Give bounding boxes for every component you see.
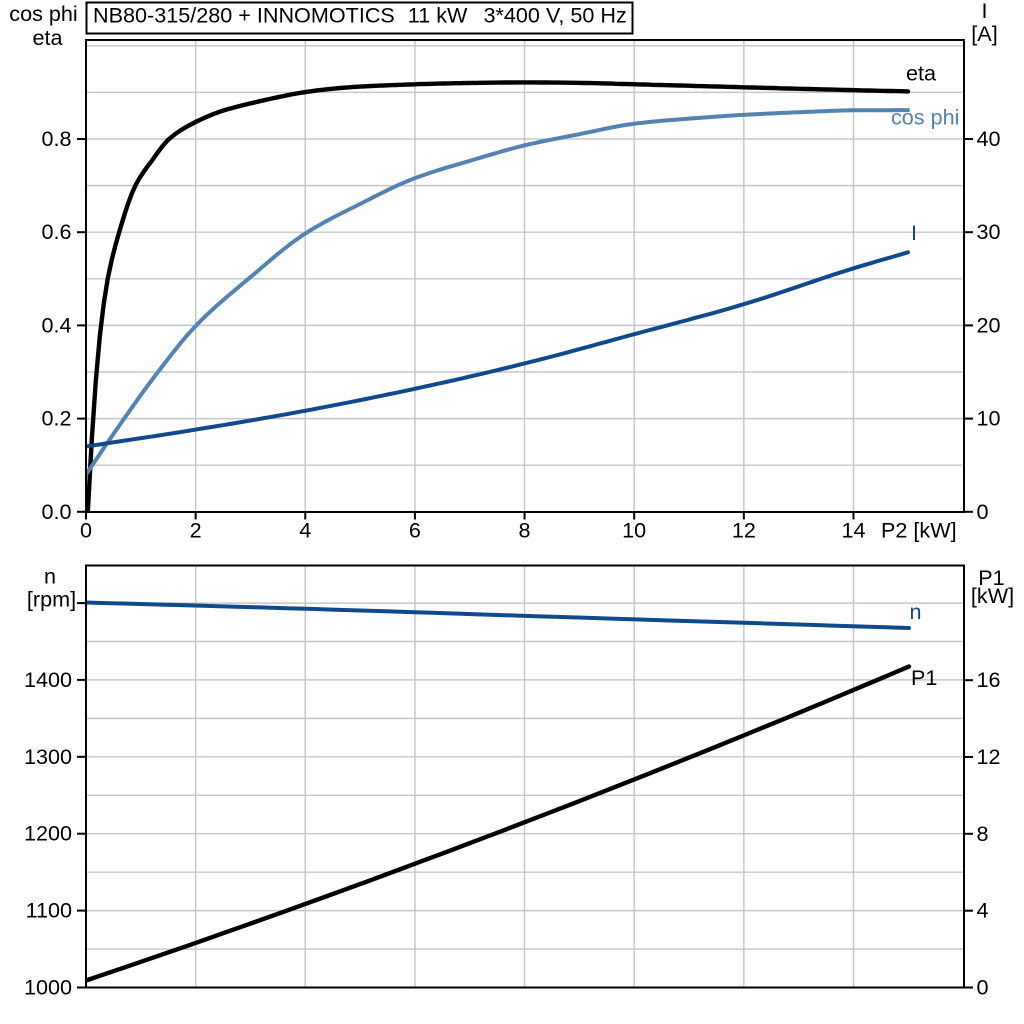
svg-text:cos phi: cos phi — [9, 1, 77, 26]
svg-text:I: I — [911, 220, 917, 245]
svg-text:2: 2 — [190, 518, 202, 543]
svg-text:0.0: 0.0 — [41, 499, 71, 524]
svg-text:P1: P1 — [978, 565, 1004, 590]
svg-text:16: 16 — [977, 667, 1001, 692]
svg-text:4: 4 — [299, 518, 311, 543]
svg-text:eta: eta — [906, 61, 937, 86]
svg-text:P2 [kW]: P2 [kW] — [881, 518, 957, 543]
svg-text:cos phi: cos phi — [891, 104, 959, 129]
svg-text:12: 12 — [977, 744, 1001, 769]
svg-text:1100: 1100 — [26, 898, 72, 923]
svg-text:1000: 1000 — [24, 975, 72, 1000]
svg-text:0.8: 0.8 — [41, 126, 71, 151]
svg-text:40: 40 — [977, 126, 1001, 151]
svg-text:1300: 1300 — [24, 744, 72, 769]
svg-text:[kW]: [kW] — [971, 583, 1014, 608]
svg-text:1200: 1200 — [24, 821, 72, 846]
svg-text:0.2: 0.2 — [41, 406, 71, 431]
svg-text:n: n — [909, 599, 921, 624]
svg-text:eta: eta — [32, 25, 63, 50]
svg-text:0: 0 — [977, 499, 989, 524]
svg-text:30: 30 — [977, 219, 1001, 244]
svg-text:8: 8 — [519, 518, 531, 543]
svg-text:4: 4 — [977, 898, 989, 923]
svg-text:3*400 V, 50 Hz: 3*400 V, 50 Hz — [484, 2, 627, 27]
svg-text:20: 20 — [977, 312, 1001, 337]
svg-text:12: 12 — [732, 518, 756, 543]
svg-text:0: 0 — [977, 975, 989, 1000]
svg-text:10: 10 — [622, 518, 646, 543]
svg-text:0.6: 0.6 — [41, 219, 71, 244]
svg-text:10: 10 — [977, 406, 1001, 431]
svg-text:[A]: [A] — [971, 21, 997, 46]
svg-text:14: 14 — [841, 518, 865, 543]
svg-text:P1: P1 — [911, 665, 937, 690]
svg-text:I: I — [982, 0, 988, 23]
svg-text:n: n — [44, 564, 56, 589]
svg-text:1400: 1400 — [24, 667, 72, 692]
svg-text:0.4: 0.4 — [41, 312, 71, 337]
svg-text:6: 6 — [409, 518, 421, 543]
svg-text:[rpm]: [rpm] — [27, 587, 76, 612]
svg-text:NB80-315/280 + INNOMOTICS: NB80-315/280 + INNOMOTICS — [93, 2, 395, 27]
svg-text:0: 0 — [80, 518, 92, 543]
svg-text:11 kW: 11 kW — [408, 2, 468, 27]
svg-text:8: 8 — [977, 821, 989, 846]
